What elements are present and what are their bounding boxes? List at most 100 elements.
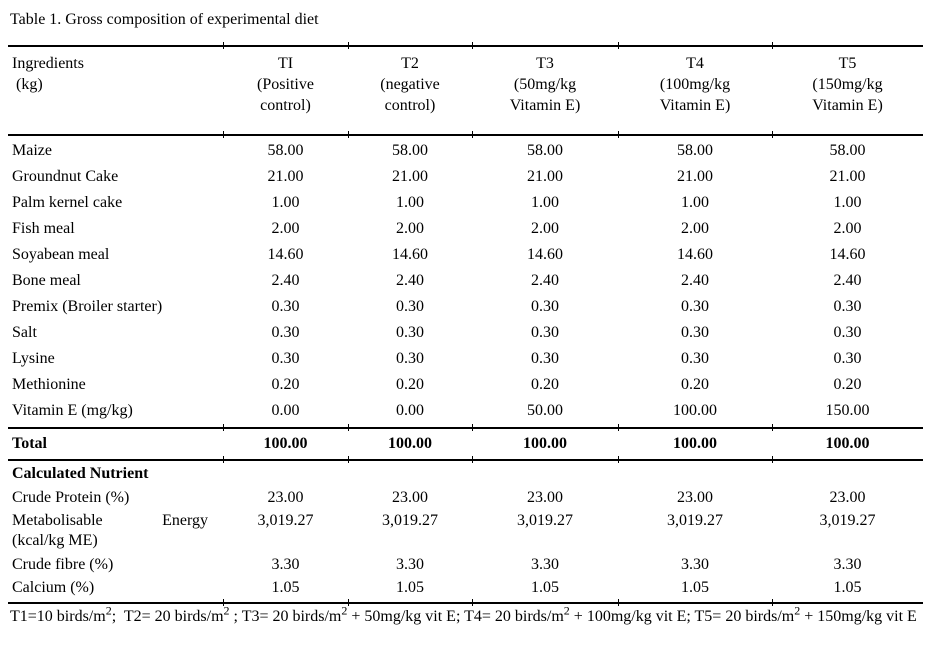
section-heading-calculated-nutrient: Calculated Nutrient: [12, 465, 149, 482]
value-cell: 100.00: [388, 435, 432, 452]
value-cell: 3,019.27: [667, 512, 723, 529]
value-cell: 2.00: [271, 220, 300, 237]
value-cell: 23.00: [677, 489, 713, 506]
rule-above-footnote: [8, 599, 923, 606]
column-header-t4: T4 (100mg/kg Vitamin E): [618, 53, 772, 131]
value-cell: 21.00: [527, 168, 563, 185]
nutrient-label: Crude Protein (%): [12, 489, 130, 506]
value-cell: 0.30: [833, 298, 862, 315]
table-row-methionine: Methionine 0.20 0.20 0.20 0.20 0.20: [8, 372, 923, 398]
value-cell: 23.00: [829, 489, 866, 506]
value-cell: 100.00: [523, 435, 567, 452]
value-cell: 0.30: [681, 324, 709, 341]
superscript: 2: [105, 603, 112, 618]
nutrient-label: Crude fibre (%): [12, 556, 114, 573]
value-cell: 14.60: [829, 246, 866, 263]
value-cell: 0.30: [531, 324, 559, 341]
total-label: Total: [12, 435, 47, 452]
paper-page: Table 1. Gross composition of experiment…: [8, 11, 923, 627]
value-cell: 100.00: [825, 435, 870, 452]
column-desc: (Positive control): [257, 76, 314, 114]
value-cell: 3.30: [833, 556, 862, 573]
superscript: 2: [794, 603, 801, 618]
value-cell: 2.40: [531, 272, 559, 289]
footnote: T1=10 birds/m2; T2= 20 birds/m2 ; T3= 20…: [8, 603, 923, 627]
value-cell: 23.00: [267, 489, 304, 506]
label-word: Energy: [162, 512, 208, 529]
value-cell: 1.05: [531, 579, 559, 596]
table-row-groundnut-cake: Groundnut Cake 21.00 21.00 21.00 21.00 2…: [8, 164, 923, 190]
ingredient-label: Salt: [12, 324, 37, 341]
value-cell: 2.40: [681, 272, 709, 289]
value-cell: 100.00: [263, 435, 308, 452]
value-cell: 0.30: [271, 324, 300, 341]
value-cell: 0.30: [833, 324, 862, 341]
column-header-t2: T2 (negative control): [348, 53, 472, 131]
value-cell: 0.30: [271, 350, 300, 367]
value-cell: 0.20: [271, 376, 300, 393]
rule-above-total: [8, 424, 923, 431]
value-cell: 1.05: [271, 579, 300, 596]
value-cell: 0.30: [396, 350, 424, 367]
footnote-text: + 50mg/kg vit E; T4= 20 birds/m: [347, 608, 564, 625]
value-cell: 100.00: [673, 402, 717, 419]
value-cell: 0.20: [833, 376, 862, 393]
value-cell: 0.30: [396, 298, 424, 315]
rule-below-total: [8, 456, 923, 463]
footnote-text: ; T2= 20 birds/m: [111, 608, 224, 625]
value-cell: 2.40: [396, 272, 424, 289]
column-header-t5: T5 (150mg/kg Vitamin E): [772, 53, 923, 131]
value-cell: 0.20: [531, 376, 559, 393]
value-cell: 0.30: [531, 350, 559, 367]
value-cell: 3.30: [271, 556, 300, 573]
value-cell: 100.00: [673, 435, 717, 452]
value-cell: 23.00: [527, 489, 563, 506]
table-row-vitamin-e: Vitamin E (mg/kg) 0.00 0.00 50.00 100.00…: [8, 398, 923, 424]
rule-top: [8, 42, 923, 49]
value-cell: 58.00: [677, 142, 713, 159]
value-cell: 50.00: [527, 402, 563, 419]
value-cell: 1.05: [833, 579, 862, 596]
ingredient-label: Premix (Broiler starter): [12, 298, 163, 315]
table-row-salt: Salt 0.30 0.30 0.30 0.30 0.30: [8, 320, 923, 346]
value-cell: 1.00: [271, 194, 300, 211]
nutrient-label: Calcium (%): [12, 579, 95, 596]
ingredient-label: Palm kernel cake: [12, 194, 123, 211]
value-cell: 2.00: [396, 220, 424, 237]
superscript: 2: [563, 603, 570, 618]
value-cell: 0.20: [681, 376, 709, 393]
value-cell: 23.00: [392, 489, 428, 506]
table-row-fish-meal: Fish meal 2.00 2.00 2.00 2.00 2.00: [8, 216, 923, 242]
column-desc: (100mg/kg Vitamin E): [659, 76, 731, 114]
value-cell: 0.30: [396, 324, 424, 341]
value-cell: 150.00: [825, 402, 870, 419]
table-row-maize: Maize 58.00 58.00 58.00 58.00 58.00: [8, 138, 923, 164]
column-code: T3: [536, 55, 554, 72]
table-caption: Table 1. Gross composition of experiment…: [10, 11, 319, 28]
table-row-premix: Premix (Broiler starter) 0.30 0.30 0.30 …: [8, 294, 923, 320]
value-cell: 1.00: [531, 194, 559, 211]
value-cell: 0.30: [531, 298, 559, 315]
metabolisable-energy-line2: (kcal/kg ME): [12, 532, 98, 549]
table-row-calcium: Calcium (%) 1.05 1.05 1.05 1.05 1.05: [8, 576, 923, 599]
value-cell: 3.30: [681, 556, 709, 573]
value-cell: 2.00: [833, 220, 862, 237]
value-cell: 21.00: [267, 168, 304, 185]
value-cell: 0.30: [833, 350, 862, 367]
table-row-crude-protein: Crude Protein (%) 23.00 23.00 23.00 23.0…: [8, 485, 923, 511]
column-code: T2: [401, 55, 419, 72]
value-cell: 1.00: [396, 194, 424, 211]
value-cell: 1.05: [681, 579, 709, 596]
ingredient-label: Lysine: [12, 350, 55, 367]
column-header-ingredients: Ingredients (kg): [8, 53, 223, 131]
table-row-palm-kernel-cake: Palm kernel cake 1.00 1.00 1.00 1.00 1.0…: [8, 190, 923, 216]
value-cell: 3,019.27: [382, 512, 438, 529]
label-word: Metabolisable: [12, 512, 103, 529]
ingredient-label: Groundnut Cake: [12, 168, 119, 185]
footnote-text: + 150mg/kg vit E: [800, 608, 917, 625]
value-cell: 3.30: [396, 556, 424, 573]
table-header-row: Ingredients (kg) TI (Positive control) T…: [8, 49, 923, 131]
value-cell: 58.00: [392, 142, 428, 159]
superscript: 2: [223, 603, 230, 618]
column-desc: (negative control): [380, 76, 440, 114]
